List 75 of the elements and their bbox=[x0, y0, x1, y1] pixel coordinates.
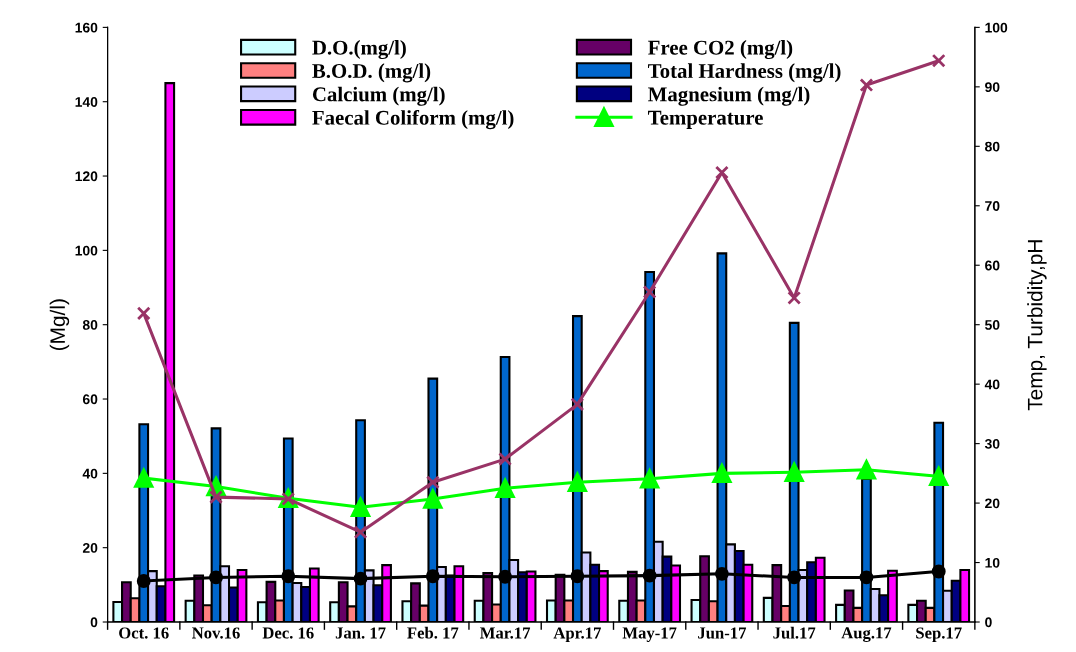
legend-label: Total Hardness (mg/l) bbox=[648, 63, 841, 83]
x-tick-label: Jul.17 bbox=[773, 626, 816, 639]
x-tick-label: Jun-17 bbox=[698, 627, 747, 639]
point bbox=[931, 53, 946, 68]
point bbox=[787, 570, 802, 585]
x-tick-label: May-17 bbox=[622, 627, 677, 642]
y2-tick-label: 90 bbox=[985, 82, 1000, 93]
y2-tick-label: 60 bbox=[985, 260, 1000, 271]
legend-label: Faecal Coliform (mg/l) bbox=[312, 109, 514, 130]
y-tick-label: 80 bbox=[82, 320, 98, 330]
point bbox=[136, 574, 151, 588]
y-tick-label: 0 bbox=[90, 617, 98, 628]
point bbox=[714, 165, 729, 180]
point bbox=[423, 489, 443, 509]
point bbox=[498, 452, 513, 467]
point bbox=[209, 570, 223, 585]
point bbox=[495, 478, 515, 498]
y2-tick-label: 70 bbox=[985, 201, 1000, 211]
y-axis-title: (Mg/l) bbox=[49, 299, 70, 351]
point bbox=[134, 468, 154, 488]
y-tick-label: 100 bbox=[75, 245, 98, 256]
legend-label: Free CO2 (mg/l) bbox=[648, 40, 793, 60]
legend-label: B.O.D. (mg/l) bbox=[312, 63, 431, 83]
point bbox=[642, 568, 657, 583]
y2-tick-label: 0 bbox=[985, 617, 992, 628]
x-tick-label: Jan. 17 bbox=[335, 627, 386, 639]
y2-tick-label: 10 bbox=[985, 557, 1000, 568]
y-tick-label: 140 bbox=[75, 97, 98, 107]
point bbox=[136, 306, 151, 321]
y2-tick-label: 80 bbox=[985, 141, 1000, 152]
legend-label: Temperature bbox=[648, 110, 763, 129]
point bbox=[712, 463, 732, 484]
point bbox=[787, 290, 802, 305]
x-tick-label: Apr.17 bbox=[553, 627, 601, 642]
y2-axis-title: Temp, Turbidity,pH bbox=[1027, 240, 1047, 411]
point bbox=[566, 470, 588, 492]
y2-tick-label: 50 bbox=[985, 320, 1000, 330]
point bbox=[714, 566, 729, 581]
point bbox=[281, 569, 296, 584]
y-tick-label: 120 bbox=[75, 171, 98, 182]
point bbox=[570, 569, 585, 584]
y2-tick-label: 100 bbox=[985, 22, 1008, 33]
y2-tick-label: 30 bbox=[984, 438, 1000, 449]
point bbox=[570, 397, 585, 412]
x-tick-label: Dec. 16 bbox=[262, 627, 314, 639]
x-tick-label: Nov.16 bbox=[192, 627, 240, 639]
point bbox=[639, 468, 660, 489]
point bbox=[931, 564, 946, 579]
point bbox=[859, 78, 874, 93]
point bbox=[856, 460, 877, 480]
legend-label: D.O.(mg/l) bbox=[312, 40, 406, 60]
y-tick-label: 160 bbox=[75, 22, 98, 33]
point bbox=[859, 570, 874, 585]
y2-tick-label: 40 bbox=[984, 379, 1000, 390]
y-tick-label: 60 bbox=[82, 394, 98, 405]
x-tick-label: Aug.17 bbox=[841, 627, 892, 642]
y2-tick-label: 20 bbox=[985, 498, 1000, 509]
x-tick-label: Oct. 16 bbox=[119, 627, 169, 639]
x-tick-label: Sep.17 bbox=[916, 627, 962, 642]
x-tick-label: Mar.17 bbox=[479, 627, 531, 639]
point bbox=[425, 569, 440, 584]
x-tick-label: Feb. 17 bbox=[407, 626, 459, 639]
point bbox=[929, 466, 949, 487]
point bbox=[209, 490, 223, 505]
point bbox=[353, 571, 368, 586]
y-tick-label: 40 bbox=[82, 468, 98, 479]
point bbox=[498, 569, 513, 584]
point bbox=[425, 475, 440, 490]
legend-label: Calcium (mg/l) bbox=[312, 86, 445, 106]
y-tick-label: 20 bbox=[82, 543, 98, 553]
legend-label: Magnesium (mg/l) bbox=[648, 86, 810, 106]
point bbox=[642, 285, 657, 299]
point bbox=[353, 525, 368, 540]
point bbox=[784, 462, 804, 482]
point bbox=[350, 495, 371, 517]
